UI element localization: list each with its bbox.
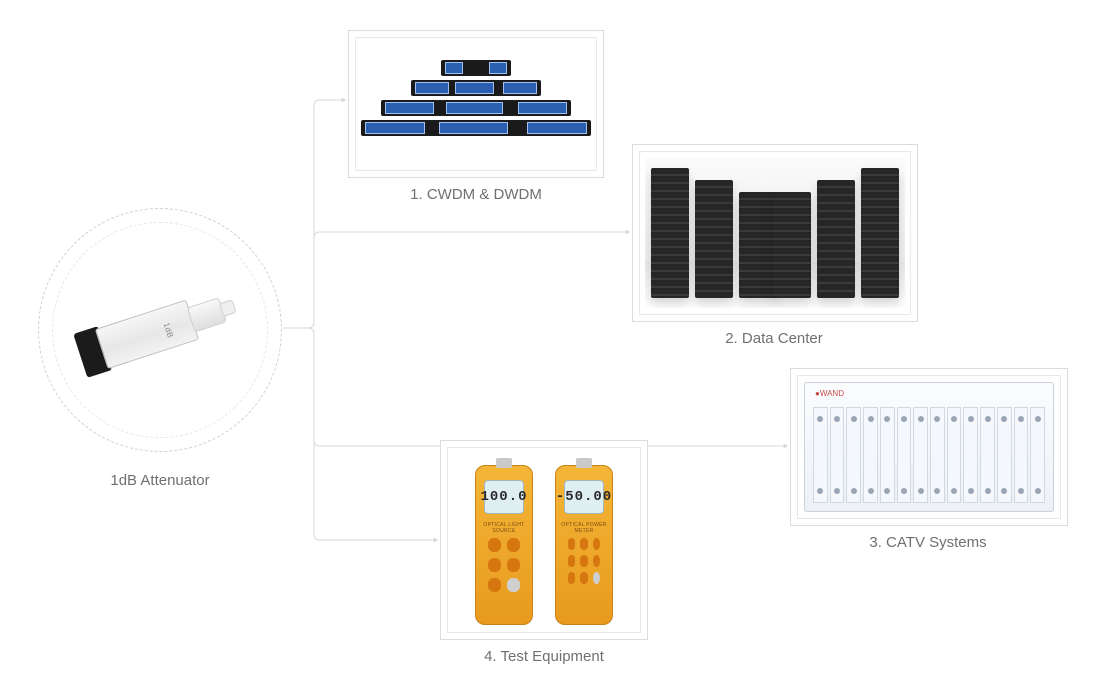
catv-brand-label: ●WAND [815, 389, 844, 398]
meter2-label: OPTICAL POWER METER [556, 522, 612, 534]
catv-chassis-graphic: ●WAND [804, 382, 1054, 512]
diagram-canvas: 1dB 1dB Attenuator 1. CWDM & DWDM 2. Dat… [0, 0, 1120, 700]
app-box-cwdm-dwdm [348, 30, 604, 178]
data-center-graphic [645, 158, 905, 308]
caption-test-equipment: 4. Test Equipment [414, 648, 674, 665]
optical-light-source-meter: 100.0 OPTICAL LIGHT SOURCE [475, 465, 533, 625]
meter1-readout: 100.0 [484, 480, 524, 514]
app-box-data-center [632, 144, 918, 322]
app-box-test-equipment: 100.0 OPTICAL LIGHT SOURCE -50.00 OPTICA… [440, 440, 648, 640]
meter1-label: OPTICAL LIGHT SOURCE [476, 522, 532, 534]
app-box-catv: ●WAND [790, 368, 1068, 526]
meter2-readout: -50.00 [564, 480, 604, 514]
caption-data-center: 2. Data Center [644, 330, 904, 347]
caption-catv: 3. CATV Systems [798, 534, 1058, 551]
optical-power-meter: -50.00 OPTICAL POWER METER [555, 465, 613, 625]
test-equipment-graphic: 100.0 OPTICAL LIGHT SOURCE -50.00 OPTICA… [459, 455, 629, 625]
cwdm-dwdm-graphic [361, 60, 591, 148]
source-label: 1dB Attenuator [30, 472, 290, 489]
caption-cwdm-dwdm: 1. CWDM & DWDM [346, 186, 606, 203]
